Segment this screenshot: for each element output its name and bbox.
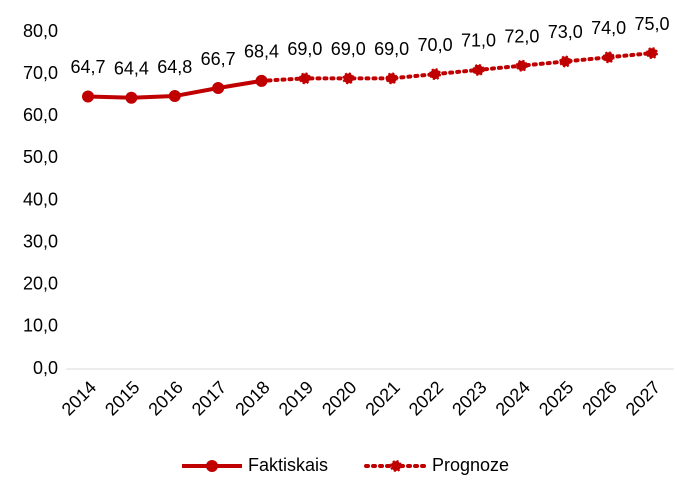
data-label: 69,0	[374, 39, 409, 59]
x-tick-label: 2015	[101, 377, 143, 419]
data-label: 64,4	[114, 58, 149, 78]
marker	[82, 90, 94, 103]
marker	[168, 90, 181, 103]
marker	[515, 59, 528, 72]
data-label: 71,0	[461, 31, 496, 51]
x-tick-label: 2026	[578, 377, 620, 419]
marker	[342, 72, 355, 85]
y-tick-label: 70,0	[23, 63, 58, 83]
marker	[125, 91, 138, 104]
marker	[429, 68, 442, 81]
y-tick-label: 60,0	[23, 105, 58, 125]
marker	[602, 51, 615, 64]
data-label: 66,7	[201, 49, 236, 69]
marker	[206, 460, 218, 472]
x-tick-label: 2023	[448, 377, 490, 419]
y-tick-label: 10,0	[23, 316, 58, 336]
x-tick-label: 2022	[405, 377, 447, 419]
x-tick-label: 2027	[622, 377, 664, 419]
marker	[385, 72, 398, 85]
x-tick-label: 2014	[58, 377, 100, 419]
x-tick-label: 2018	[231, 377, 273, 419]
y-tick-label: 80,0	[23, 21, 58, 41]
data-label: 64,8	[157, 57, 192, 77]
legend-label: Faktiskais	[248, 455, 328, 475]
x-tick-label: 2016	[144, 377, 186, 419]
data-label: 64,7	[70, 57, 105, 77]
marker	[255, 74, 268, 87]
data-label: 69,0	[287, 39, 322, 59]
marker	[472, 63, 485, 76]
data-label: 75,0	[634, 14, 669, 34]
x-tick-label: 2021	[361, 377, 403, 419]
data-label: 68,4	[244, 42, 279, 62]
marker	[298, 72, 311, 85]
data-label: 72,0	[504, 26, 539, 46]
data-label: 70,0	[418, 35, 453, 55]
series-line	[259, 51, 654, 83]
y-tick-label: 30,0	[23, 231, 58, 251]
marker	[646, 47, 658, 60]
x-tick-label: 2019	[275, 377, 317, 419]
y-tick-label: 20,0	[23, 274, 58, 294]
marker	[390, 460, 403, 472]
x-tick-label: 2024	[492, 377, 534, 419]
marker	[212, 82, 225, 95]
legend-label: Prognoze	[432, 455, 509, 475]
y-tick-label: 40,0	[23, 189, 58, 209]
data-label: 73,0	[548, 22, 583, 42]
x-tick-label: 2017	[188, 377, 230, 419]
x-tick-label: 2025	[535, 377, 577, 419]
data-label: 74,0	[591, 18, 626, 38]
marker	[559, 55, 572, 68]
data-label: 69,0	[331, 39, 366, 59]
y-tick-label: 0,0	[33, 358, 58, 378]
x-tick-label: 2020	[318, 377, 360, 419]
y-tick-label: 50,0	[23, 147, 58, 167]
legend: Faktiskais Prognoze	[182, 455, 509, 475]
